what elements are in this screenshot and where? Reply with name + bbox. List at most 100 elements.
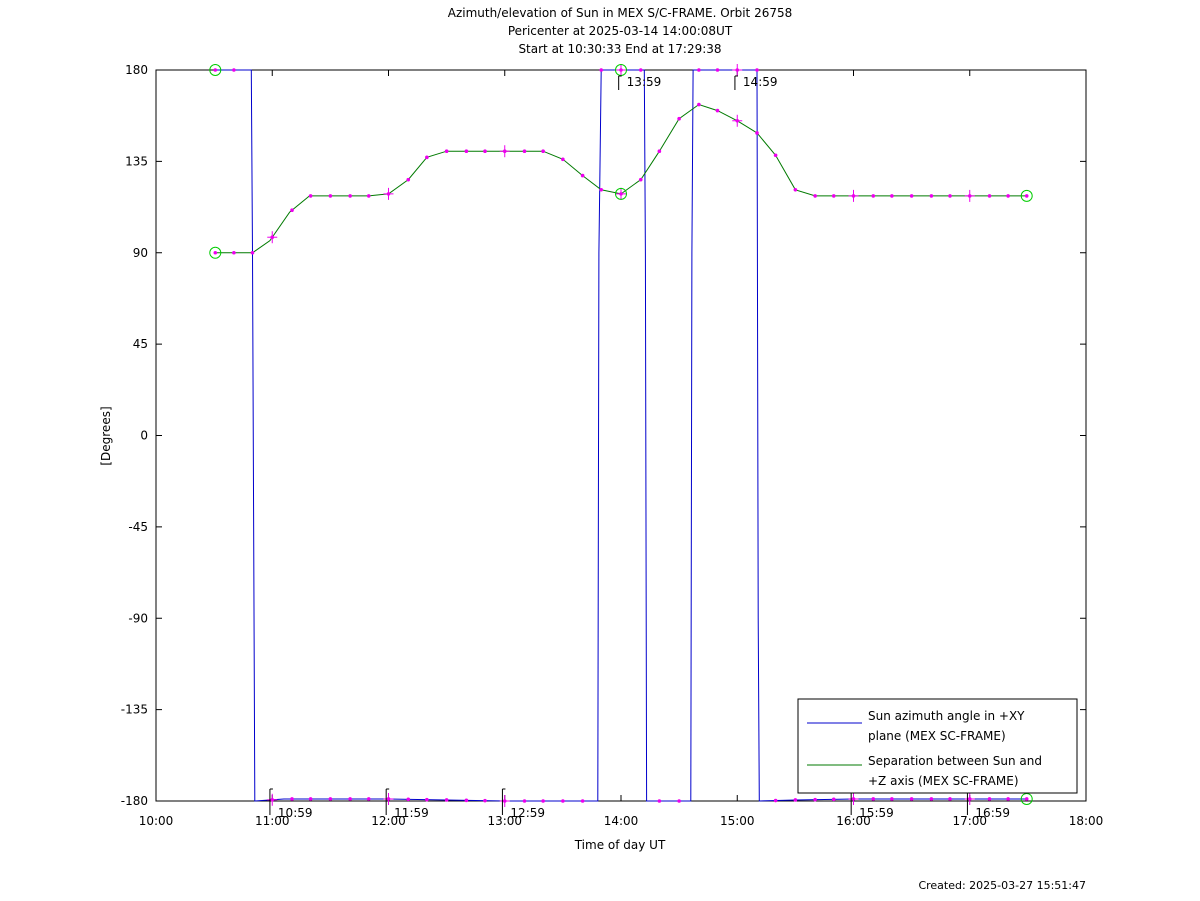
sample-markers	[209, 64, 1033, 807]
title-line-3: Start at 10:30:33 End at 17:29:38	[518, 42, 721, 56]
marker-separation	[425, 155, 429, 160]
series-line-azimuth	[215, 69, 1027, 802]
marker-separation	[773, 153, 778, 158]
annotation-label: 12:59	[510, 806, 545, 820]
plot-frame	[155, 69, 1087, 802]
x-tick-label: 11:00	[255, 814, 290, 828]
marker-separation	[541, 149, 545, 154]
marker-azimuth	[328, 797, 333, 801]
legend-box	[797, 698, 1078, 794]
annotation-label: 15:59	[859, 806, 894, 820]
marker-separation	[793, 188, 798, 192]
legend-label-separation-1: Separation between Sun and	[868, 754, 1042, 768]
marker-separation	[831, 194, 836, 198]
marker-separation	[1024, 194, 1029, 198]
marker-azimuth	[464, 798, 469, 803]
marker-separation	[890, 194, 894, 198]
x-tick-label: 12:00	[371, 814, 406, 828]
marker-separation	[909, 194, 914, 198]
legend-label-azimuth-1: Sun azimuth angle in +XY	[868, 709, 1025, 723]
marker-azimuth	[657, 799, 662, 803]
y-axis-label: [Degrees]	[99, 406, 113, 465]
title-line-2: Pericenter at 2025-03-14 14:00:08UT	[508, 24, 733, 38]
marker-separation	[697, 102, 701, 107]
annotation-label: 13:59	[627, 75, 662, 89]
marker-separation	[464, 149, 469, 154]
x-tick-label: 10:00	[139, 814, 174, 828]
marker-separation	[366, 194, 371, 198]
annotation-label: 10:59	[278, 806, 313, 820]
endpoint-circle-marker	[1020, 189, 1033, 202]
marker-azimuth	[522, 799, 527, 803]
marker-separation	[580, 173, 585, 178]
marker-separation	[406, 177, 411, 182]
y-tick-label: -180	[121, 794, 148, 808]
series-line-separation	[215, 103, 1027, 254]
title-line-1: Azimuth/elevation of Sun in MEX S/C-FRAM…	[448, 6, 793, 20]
y-tick-label: 45	[133, 337, 148, 351]
legend-label-separation-2: +Z axis (MEX SC-FRAME)	[868, 774, 1019, 788]
legend-label-azimuth-2: plane (MEX SC-FRAME)	[868, 729, 1006, 743]
marker-azimuth	[755, 68, 759, 72]
marker-separation	[948, 194, 952, 198]
y-tick-label: -135	[121, 703, 148, 717]
marker-separation	[638, 177, 643, 182]
marker-separation	[348, 194, 352, 198]
marker-azimuth	[483, 798, 487, 803]
y-tick-label: -45	[128, 520, 148, 534]
marker-azimuth	[929, 797, 934, 801]
marker-separation	[444, 149, 449, 154]
marker-separation	[657, 149, 662, 154]
marker-separation	[755, 131, 759, 135]
marker-separation	[813, 194, 817, 198]
annotation-label: 14:59	[743, 75, 778, 89]
x-tick-label: 14:00	[604, 814, 639, 828]
x-tick-label: 15:00	[720, 814, 755, 828]
marker-azimuth	[541, 799, 545, 803]
marker-azimuth	[308, 797, 313, 801]
axis-ticks	[155, 69, 1087, 802]
y-tick-label: 180	[125, 63, 148, 77]
x-tick-label: 16:00	[836, 814, 871, 828]
marker-azimuth	[599, 68, 604, 72]
annotation-label: 11:59	[394, 806, 429, 820]
y-tick-label: -90	[128, 611, 148, 625]
marker-separation	[483, 149, 487, 154]
marker-azimuth	[987, 797, 992, 801]
marker-azimuth	[697, 68, 701, 72]
marker-azimuth	[638, 68, 643, 72]
endpoint-circle-marker	[209, 246, 222, 259]
marker-separation	[561, 157, 565, 162]
marker-azimuth	[580, 799, 585, 803]
annotation-label: 16:59	[975, 806, 1010, 820]
marker-azimuth	[1006, 797, 1010, 801]
marker-azimuth	[444, 798, 449, 802]
created-timestamp: Created: 2025-03-27 15:51:47	[918, 879, 1086, 892]
marker-azimuth	[871, 797, 876, 801]
marker-separation	[677, 116, 681, 121]
x-tick-label: 13:00	[487, 814, 522, 828]
marker-azimuth	[366, 797, 371, 801]
endpoint-circle-marker	[615, 187, 627, 200]
marker-separation	[1006, 194, 1010, 198]
marker-azimuth	[909, 797, 914, 801]
x-axis-label: Time of day UT	[574, 838, 666, 852]
marker-separation	[250, 250, 255, 255]
marker-separation	[929, 194, 934, 198]
y-tick-labels: 180 135 90 45 0 -45 -90 -135 -180	[121, 63, 148, 808]
marker-azimuth	[890, 797, 894, 801]
marker-azimuth	[348, 797, 352, 801]
marker-azimuth	[232, 68, 236, 72]
series-lines	[215, 69, 1027, 802]
chart-title: Azimuth/elevation of Sun in MEX S/C-FRAM…	[448, 6, 793, 56]
marker-azimuth	[1024, 797, 1029, 801]
marker-separation	[871, 194, 876, 198]
marker-separation	[290, 208, 294, 213]
marker-separation	[308, 194, 313, 198]
endpoint-circle-marker	[209, 64, 222, 76]
marker-azimuth	[793, 798, 798, 802]
legend: Sun azimuth angle in +XY plane (MEX SC-F…	[797, 698, 1078, 794]
marker-azimuth	[715, 68, 720, 72]
marker-azimuth	[773, 798, 778, 803]
